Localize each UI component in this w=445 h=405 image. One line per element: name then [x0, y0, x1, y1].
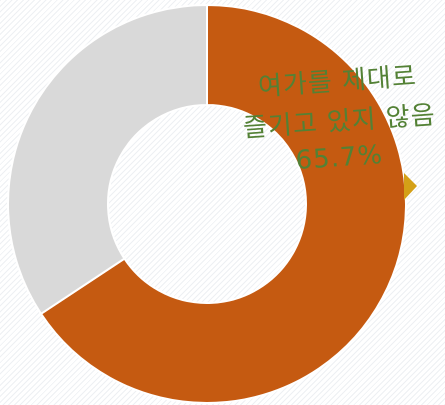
callout-marker [404, 173, 417, 200]
annotation-line-3: 65.7% [295, 140, 384, 176]
pie-slice-0 [39, 3, 407, 404]
donut-slices [7, 3, 407, 404]
slice-annotation: 여가를 제대로 즐기고 있지 않음 65.7% [242, 62, 437, 177]
pie-slice-1 [7, 3, 208, 316]
